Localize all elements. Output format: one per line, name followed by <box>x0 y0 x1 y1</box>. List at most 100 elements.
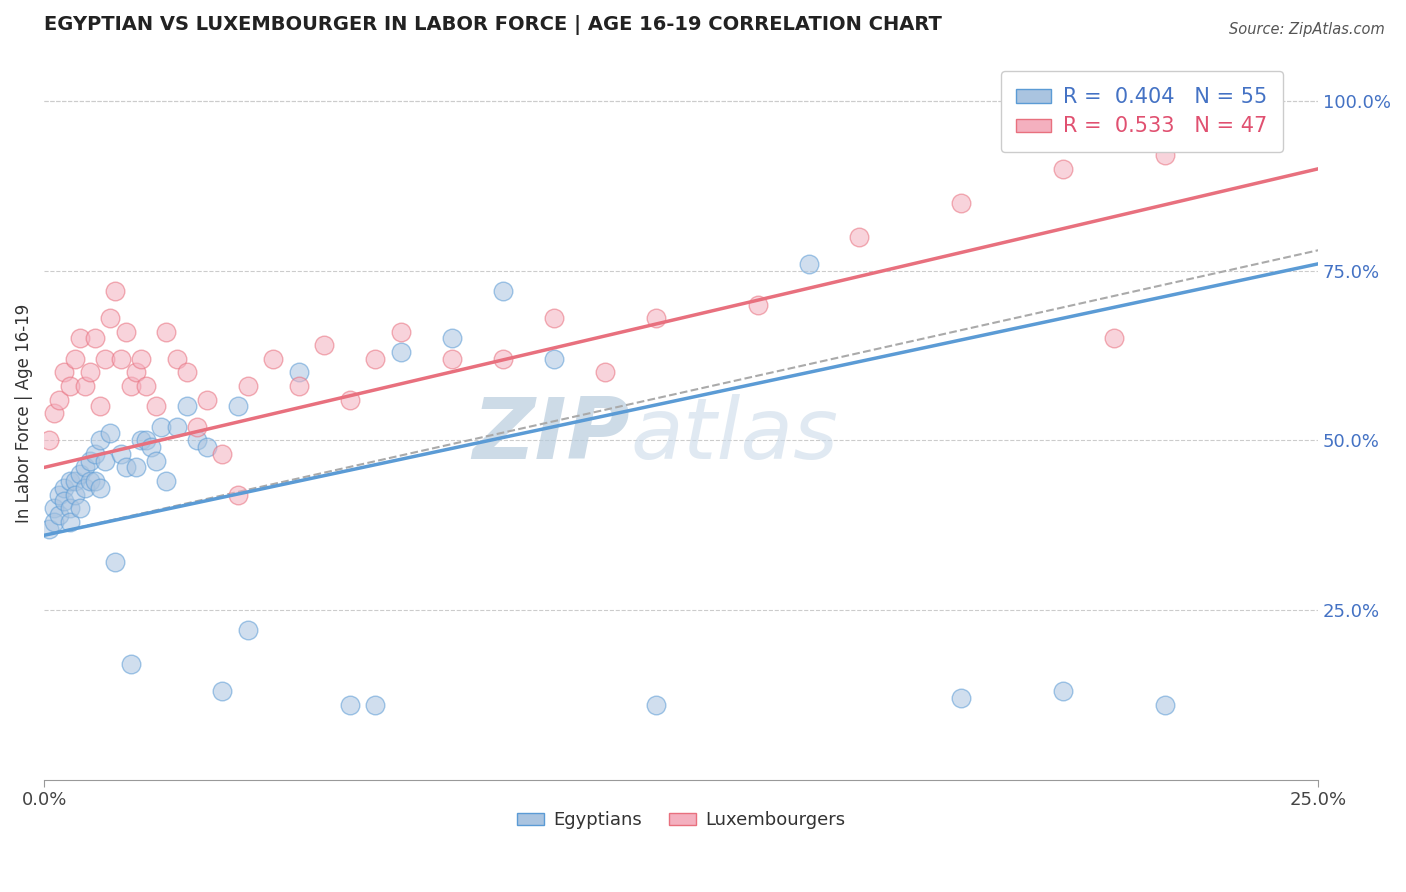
Point <box>58 501 80 516</box>
Point <box>186 434 208 448</box>
Point <box>166 419 188 434</box>
Point <box>44 501 66 516</box>
Point <box>53 494 76 508</box>
Point <box>644 311 666 326</box>
Point <box>155 474 177 488</box>
Point <box>139 440 162 454</box>
Point <box>63 351 86 366</box>
Point <box>1256 80 1278 95</box>
Point <box>492 351 515 366</box>
Point <box>593 366 616 380</box>
Point <box>48 487 70 501</box>
Point <box>79 474 101 488</box>
Point <box>129 434 152 448</box>
Point <box>211 447 233 461</box>
Point <box>73 379 96 393</box>
Point <box>58 515 80 529</box>
Point <box>53 481 76 495</box>
Point <box>73 460 96 475</box>
Point <box>38 522 60 536</box>
Point <box>176 366 198 380</box>
Point <box>150 419 173 434</box>
Point <box>63 474 86 488</box>
Point <box>53 366 76 380</box>
Point <box>94 351 117 366</box>
Point <box>543 351 565 366</box>
Point <box>84 474 107 488</box>
Point <box>543 311 565 326</box>
Point <box>69 501 91 516</box>
Point <box>79 453 101 467</box>
Point <box>440 351 463 366</box>
Point <box>89 400 111 414</box>
Point <box>236 379 259 393</box>
Point <box>125 460 148 475</box>
Point <box>440 331 463 345</box>
Point <box>84 331 107 345</box>
Point <box>226 487 249 501</box>
Point <box>44 406 66 420</box>
Point <box>89 434 111 448</box>
Point <box>195 440 218 454</box>
Point <box>89 481 111 495</box>
Point <box>98 311 121 326</box>
Point <box>848 229 870 244</box>
Point <box>747 297 769 311</box>
Point <box>236 624 259 638</box>
Point <box>114 460 136 475</box>
Point <box>288 379 311 393</box>
Point <box>389 345 412 359</box>
Point <box>129 351 152 366</box>
Point <box>48 392 70 407</box>
Point <box>288 366 311 380</box>
Point <box>195 392 218 407</box>
Point <box>186 419 208 434</box>
Point <box>145 453 167 467</box>
Text: EGYPTIAN VS LUXEMBOURGER IN LABOR FORCE | AGE 16-19 CORRELATION CHART: EGYPTIAN VS LUXEMBOURGER IN LABOR FORCE … <box>44 15 942 35</box>
Point <box>1052 684 1074 698</box>
Point <box>125 366 148 380</box>
Point <box>38 434 60 448</box>
Point <box>492 284 515 298</box>
Point <box>1104 331 1126 345</box>
Point <box>98 426 121 441</box>
Point <box>63 487 86 501</box>
Point <box>339 698 361 712</box>
Point <box>950 691 973 706</box>
Point <box>73 481 96 495</box>
Point <box>104 556 127 570</box>
Point <box>1154 148 1177 162</box>
Point <box>1104 94 1126 108</box>
Point <box>262 351 284 366</box>
Point <box>69 331 91 345</box>
Point <box>211 684 233 698</box>
Text: atlas: atlas <box>630 393 838 476</box>
Point <box>120 379 142 393</box>
Y-axis label: In Labor Force | Age 16-19: In Labor Force | Age 16-19 <box>15 303 32 523</box>
Point <box>48 508 70 522</box>
Point <box>110 351 132 366</box>
Point <box>84 447 107 461</box>
Point <box>364 698 387 712</box>
Point <box>58 379 80 393</box>
Text: Source: ZipAtlas.com: Source: ZipAtlas.com <box>1229 22 1385 37</box>
Point <box>135 434 157 448</box>
Point <box>797 257 820 271</box>
Point <box>339 392 361 407</box>
Point <box>135 379 157 393</box>
Point <box>950 195 973 210</box>
Point <box>644 698 666 712</box>
Point <box>226 400 249 414</box>
Point <box>44 515 66 529</box>
Point <box>155 325 177 339</box>
Point <box>1154 698 1177 712</box>
Point <box>1052 161 1074 176</box>
Point <box>314 338 336 352</box>
Point <box>94 453 117 467</box>
Point <box>110 447 132 461</box>
Point <box>364 351 387 366</box>
Point <box>79 366 101 380</box>
Point <box>166 351 188 366</box>
Point <box>114 325 136 339</box>
Legend: Egyptians, Luxembourgers: Egyptians, Luxembourgers <box>510 804 852 837</box>
